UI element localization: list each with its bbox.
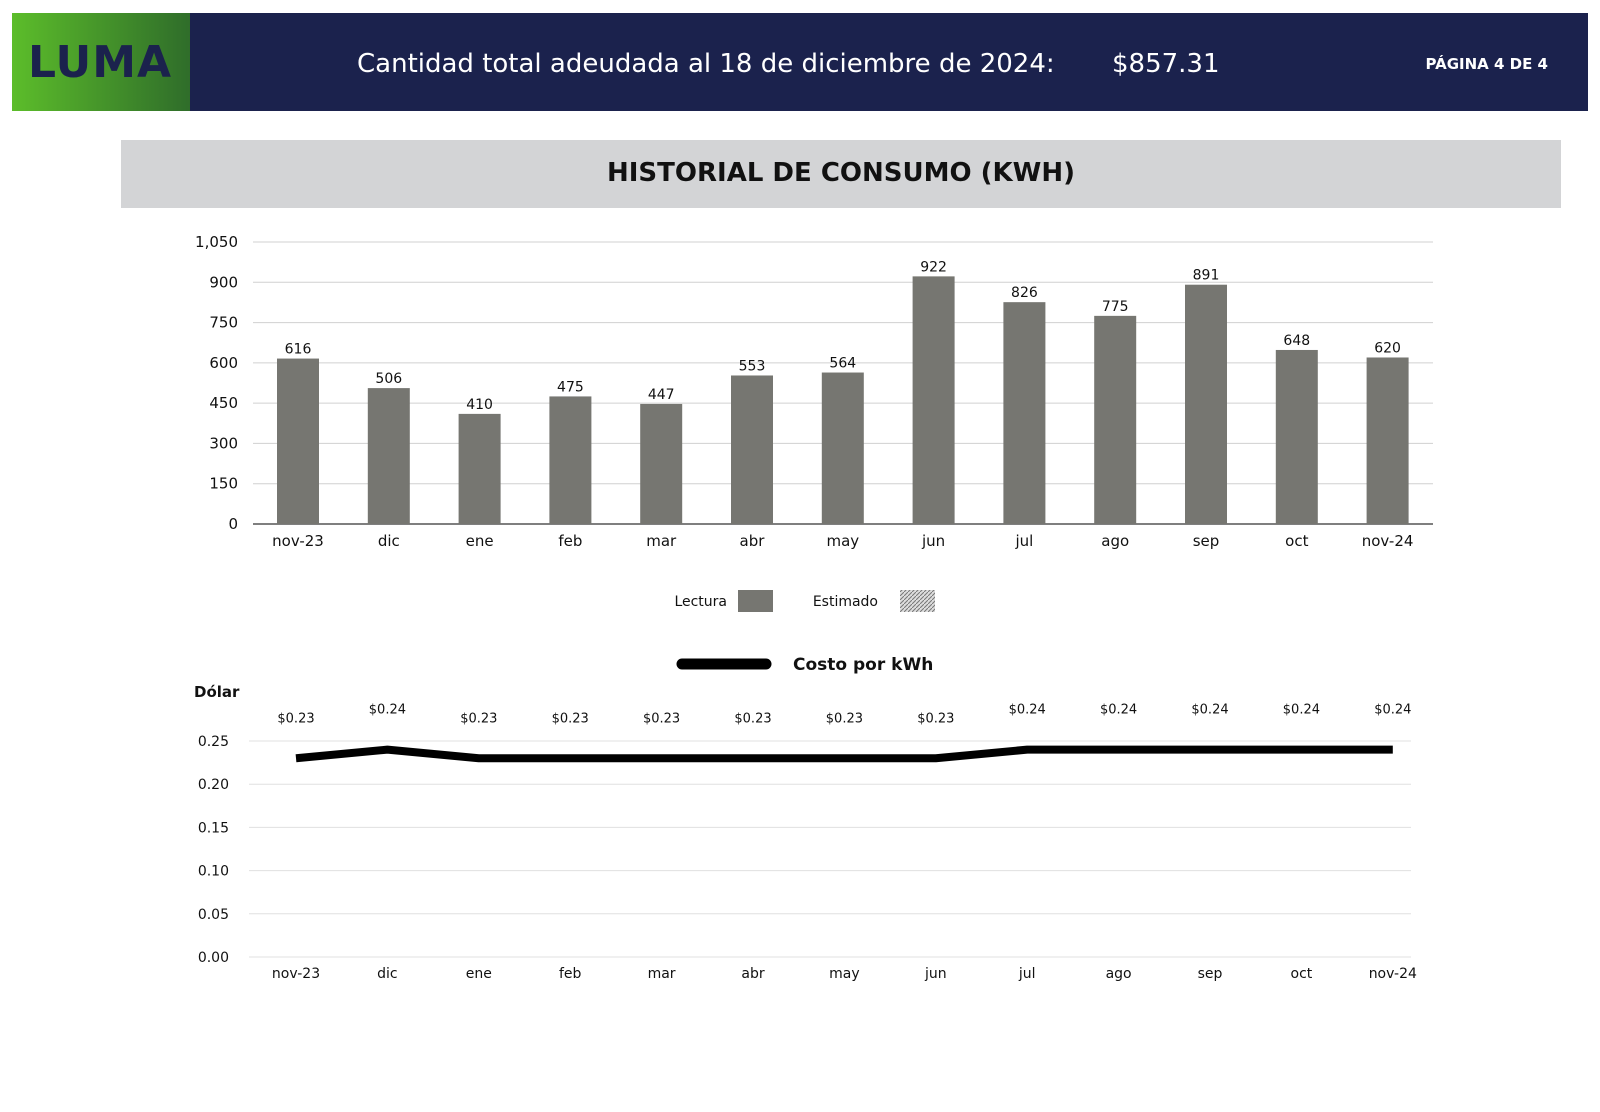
x-tick-label: sep (1198, 966, 1223, 982)
x-tick-label: nov-24 (1362, 532, 1414, 550)
cost-line (295, 745, 1393, 763)
x-tick-label: may (826, 532, 859, 550)
x-tick-label: mar (646, 532, 677, 550)
y-tick-label: 0.20 (198, 777, 229, 793)
y-tick-label: 450 (209, 394, 238, 412)
x-tick-label: ene (466, 532, 494, 550)
data-label: $0.24 (1009, 703, 1046, 718)
bar (1366, 357, 1409, 524)
bar (912, 276, 955, 524)
data-label: 410 (466, 397, 493, 413)
y-tick-label: 1,050 (195, 233, 238, 251)
x-tick-label: jul (1018, 966, 1036, 982)
x-tick-label: jul (1014, 532, 1033, 550)
data-label: 475 (557, 379, 584, 395)
data-label: $0.23 (734, 711, 771, 726)
x-tick-label: mar (648, 966, 676, 982)
data-label: $0.24 (369, 703, 406, 718)
data-label: $0.23 (552, 711, 589, 726)
x-tick-label: oct (1291, 966, 1313, 982)
data-label: $0.23 (826, 711, 863, 726)
y-tick-label: 0.15 (198, 820, 229, 836)
data-label: 564 (829, 356, 856, 372)
data-label: 506 (375, 371, 402, 387)
bar (640, 403, 683, 524)
y-axis-label: Dólar (194, 683, 240, 701)
x-tick-label: nov-24 (1369, 966, 1417, 982)
data-label: $0.23 (460, 711, 497, 726)
y-tick-label: 0.00 (198, 950, 229, 966)
x-tick-label: may (829, 966, 860, 982)
bar (549, 396, 592, 524)
data-label: 648 (1283, 333, 1310, 349)
data-label: 891 (1193, 268, 1220, 284)
legend-label: Costo por kWh (793, 655, 933, 675)
data-label: 826 (1011, 285, 1038, 301)
bar (277, 358, 319, 524)
data-label: $0.23 (277, 711, 314, 726)
legend-swatch-estimado (900, 590, 935, 612)
x-tick-label: abr (740, 532, 766, 550)
data-label: $0.23 (917, 711, 954, 726)
x-tick-label: jun (924, 966, 947, 982)
y-tick-label: 750 (209, 314, 238, 332)
x-tick-label: ago (1101, 532, 1129, 550)
legend-label: Lectura (674, 594, 727, 610)
bar (1003, 302, 1046, 524)
header-bar: LUMA Cantidad total adeudada al 18 de di… (12, 13, 1588, 111)
data-label: 447 (648, 387, 675, 403)
x-tick-label: sep (1193, 532, 1220, 550)
y-tick-label: 900 (209, 273, 238, 291)
data-label: $0.23 (643, 711, 680, 726)
y-tick-label: 0.25 (198, 734, 229, 750)
data-label: 553 (739, 358, 766, 374)
x-tick-label: jun (921, 532, 945, 550)
bar (1275, 349, 1318, 524)
data-label: 616 (285, 342, 312, 358)
data-label: $0.24 (1100, 703, 1137, 718)
x-tick-label: dic (378, 532, 400, 550)
x-tick-label: oct (1285, 532, 1308, 550)
data-label: $0.24 (1283, 703, 1320, 718)
amount-due-label: Cantidad total adeudada al 18 de diciemb… (357, 49, 1055, 79)
y-tick-label: 0.05 (198, 907, 229, 923)
section-header: HISTORIAL DE CONSUMO (KWH) (121, 140, 1561, 208)
section-title: HISTORIAL DE CONSUMO (KWH) (607, 158, 1075, 188)
data-label: 620 (1374, 340, 1401, 356)
y-tick-label: 150 (209, 475, 238, 493)
bar (1094, 315, 1137, 524)
amount-due-value: $857.31 (1112, 49, 1220, 79)
bar (367, 388, 410, 524)
data-label: $0.24 (1374, 703, 1411, 718)
y-tick-label: 600 (209, 354, 238, 372)
x-tick-label: dic (377, 966, 397, 982)
y-tick-label: 300 (209, 434, 238, 452)
x-tick-label: nov-23 (272, 532, 324, 550)
x-tick-label: feb (558, 532, 582, 550)
x-tick-label: nov-23 (272, 966, 320, 982)
x-tick-label: ene (466, 966, 492, 982)
bar (458, 413, 501, 524)
data-label: $0.24 (1191, 703, 1228, 718)
bar (1185, 284, 1227, 524)
page-indicator: PÁGINA 4 DE 4 (1425, 55, 1548, 73)
bar (821, 372, 864, 524)
x-tick-label: ago (1106, 966, 1132, 982)
legend-label: Estimado (813, 594, 878, 610)
x-tick-label: abr (741, 966, 764, 982)
x-tick-label: feb (559, 966, 582, 982)
y-tick-label: 0 (228, 515, 238, 533)
luma-logo: LUMA (12, 13, 190, 111)
y-tick-label: 0.10 (198, 864, 229, 880)
data-label: 922 (920, 259, 947, 275)
legend-swatch-lectura (738, 590, 773, 612)
bar (731, 375, 773, 524)
data-label: 775 (1102, 299, 1129, 315)
